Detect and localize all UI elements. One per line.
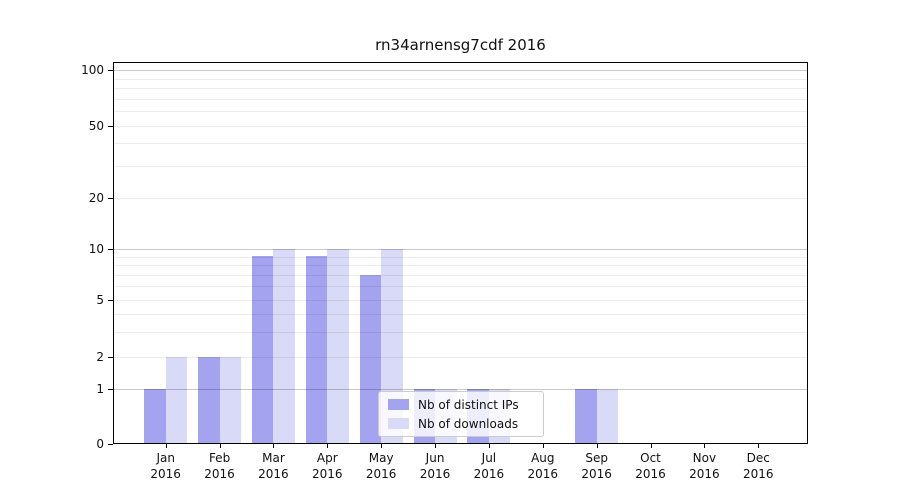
legend-entry: Nb of distinct IPs [388, 398, 534, 412]
x-tick-label: Jul 2016 [473, 451, 505, 481]
bar-downloads [219, 356, 242, 443]
x-tick-label: Feb 2016 [204, 451, 235, 481]
y-tick-label: 100 [81, 63, 104, 77]
y-tick-label: 50 [88, 119, 104, 133]
gridline [114, 126, 807, 127]
x-tick-label: May 2016 [365, 451, 397, 481]
gridline [114, 313, 807, 315]
bar-distinct-ips [251, 256, 274, 443]
legend-entry: Nb of downloads [388, 417, 534, 431]
x-tick-label: Nov 2016 [689, 451, 720, 481]
bar-distinct-ips [198, 356, 220, 443]
x-tick-label: Jun 2016 [419, 451, 451, 481]
bar-distinct-ips [575, 388, 597, 443]
bar-distinct-ips [305, 256, 328, 443]
y-tick-label: 10 [88, 242, 104, 256]
x-tick-label: Dec 2016 [742, 451, 774, 481]
y-tick-label: 20 [88, 190, 104, 205]
x-tick-label: Oct 2016 [635, 451, 666, 481]
x-tick-label: Jan 2016 [150, 451, 181, 481]
x-tick-label: Apr 2016 [312, 451, 343, 481]
gridline [114, 197, 807, 199]
gridline [114, 165, 807, 167]
y-tick-label: 0 [96, 436, 104, 451]
bar-distinct-ips [359, 274, 382, 443]
legend-swatch-distinct-ips [388, 399, 409, 410]
gridline [114, 256, 807, 258]
gridline [114, 98, 807, 100]
plot-area: Nb of distinct IPs Nb of downloads [113, 62, 808, 444]
gridline [114, 78, 807, 80]
bar-downloads [327, 248, 349, 443]
legend: Nb of distinct IPs Nb of downloads [378, 391, 544, 437]
chart-title: rn34arnensg7cdf 2016 [375, 36, 546, 54]
x-tick-label: Aug 2016 [527, 451, 559, 481]
bar-downloads [596, 388, 619, 443]
gridline [114, 274, 807, 276]
gridline [114, 88, 807, 90]
gridline-major [114, 249, 807, 250]
gridline [114, 299, 807, 301]
x-tick-label: Sep 2016 [581, 451, 612, 481]
legend-swatch-downloads [388, 418, 409, 429]
gridline [114, 111, 807, 113]
bar-downloads [273, 248, 295, 443]
grid-layer [114, 63, 807, 443]
bar-downloads [165, 356, 188, 443]
gridline [114, 143, 807, 145]
gridline [114, 286, 807, 288]
gridline [114, 265, 807, 267]
gridline-major [114, 70, 807, 71]
legend-label: Nb of downloads [418, 416, 519, 431]
gridline [114, 357, 807, 358]
gridline-major [114, 389, 807, 390]
x-tick-label: Mar 2016 [258, 451, 289, 481]
legend-label: Nb of distinct IPs [418, 397, 519, 412]
y-tick-label: 2 [96, 350, 104, 364]
y-tick-label: 1 [96, 382, 104, 396]
gridline [114, 331, 807, 333]
y-tick-label: 5 [96, 292, 104, 307]
bar-distinct-ips [144, 388, 166, 443]
